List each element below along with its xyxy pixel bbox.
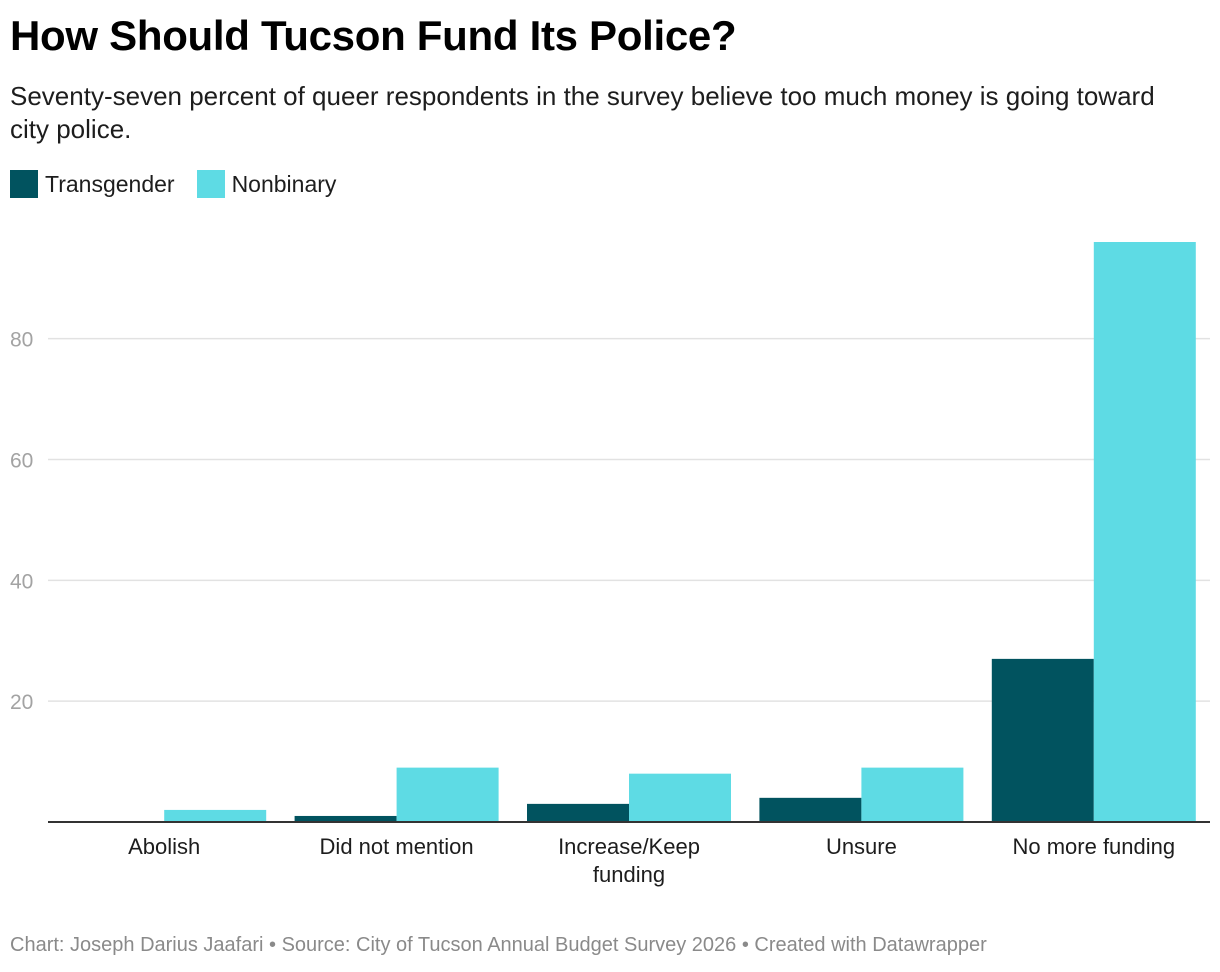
legend-swatch-transgender <box>10 170 38 198</box>
x-tick-label-line: Unsure <box>826 834 897 859</box>
x-tick-label-no-more-funding: No more funding <box>1012 834 1175 859</box>
legend-item-transgender: Transgender <box>10 170 175 198</box>
y-tick-label-40: 40 <box>10 570 33 593</box>
x-tick-label-abolish: Abolish <box>128 834 200 859</box>
bar-nonbinary-increase-keep-funding <box>629 773 731 822</box>
x-tick-label-line: No more funding <box>1012 834 1175 859</box>
x-tick-label-line: funding <box>593 862 665 887</box>
bar-transgender-unsure <box>759 797 862 822</box>
bar-nonbinary-did-not-mention <box>396 767 499 822</box>
x-tick-label-line: Abolish <box>128 834 200 859</box>
legend: Transgender Nonbinary <box>10 170 358 198</box>
footer-credits: Chart: Joseph Darius Jaafari • Source: C… <box>10 934 987 956</box>
y-tick-label-20: 20 <box>10 691 33 714</box>
bar-nonbinary-no-more-funding <box>1093 242 1196 822</box>
x-tick-label-did-not-mention: Did not mention <box>320 834 474 859</box>
bar-transgender-no-more-funding <box>991 658 1094 822</box>
bar-transgender-increase-keep-funding <box>527 803 629 822</box>
legend-swatch-nonbinary <box>196 170 225 198</box>
bar-nonbinary-abolish <box>164 809 267 822</box>
bar-nonbinary-unsure <box>861 767 964 822</box>
x-tick-label-line: Increase/Keep <box>558 834 700 859</box>
chart-title: How Should Tucson Fund Its Police? <box>10 12 737 59</box>
legend-label-nonbinary: Nonbinary <box>231 170 337 197</box>
y-tick-label-80: 80 <box>10 329 33 352</box>
y-tick-label-60: 60 <box>10 450 33 473</box>
bar-transgender-did-not-mention <box>294 815 397 822</box>
x-tick-label-unsure: Unsure <box>826 834 897 859</box>
x-tick-label-line: Did not mention <box>320 834 474 859</box>
chart-subtitle: Seventy-seven percent of queer responden… <box>10 81 1155 144</box>
x-tick-label-increase-keep-funding: Increase/Keep funding <box>558 834 700 887</box>
legend-item-nonbinary: Nonbinary <box>196 170 337 198</box>
legend-label-transgender: Transgender <box>45 170 175 197</box>
